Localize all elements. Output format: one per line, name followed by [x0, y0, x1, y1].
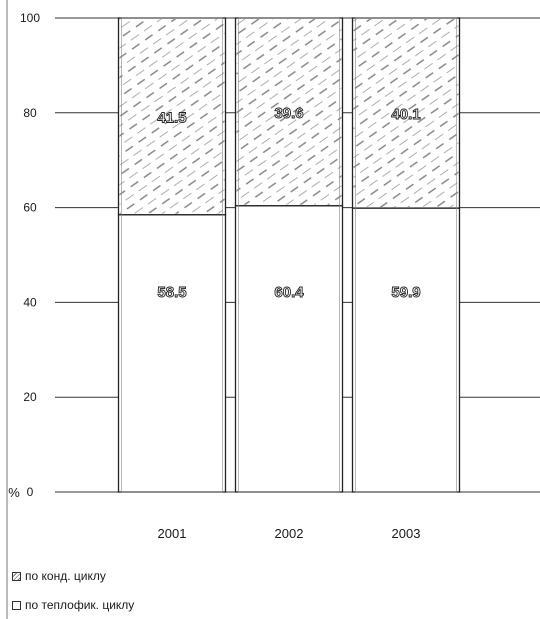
bar-2002-inner-border	[238, 17, 340, 493]
y-tick-label-20: 20	[23, 390, 37, 404]
bar-2003-kond-hatch	[353, 19, 459, 208]
y-tick-label-80: 80	[23, 106, 37, 120]
value-label-bottom-2002: 60.4	[274, 284, 304, 301]
value-label-top-2001: 41.5	[157, 109, 186, 126]
bar-2001-kond-hatch	[119, 19, 225, 214]
y-tick-label-0: 0	[27, 485, 34, 499]
labels: 0 20 40 60 80 100% 41.5 58.5 2001 39.6 60.4 2002 40.…	[8, 11, 421, 541]
bars	[117, 17, 461, 493]
y-tick-label-40: 40	[23, 295, 37, 309]
x-tick-label-2001: 2001	[158, 526, 187, 541]
bar-2001-inner-border	[121, 17, 223, 493]
bar-2003-teplofik	[351, 207, 461, 493]
legend-swatch-hatched	[12, 571, 21, 581]
x-tick-label-2003: 2003	[392, 526, 421, 541]
bar-2001-teplofik	[117, 214, 227, 493]
legend-swatch-plain	[12, 600, 21, 610]
value-label-top-2002: 39.6	[274, 105, 303, 122]
y-tick-label-60: 60	[23, 201, 37, 215]
y-axis-unit-label: %	[8, 485, 20, 500]
value-label-bottom-2001: 58.5	[157, 284, 186, 301]
bar-2002-teplofik	[234, 205, 344, 493]
legend-label-heat: по теплофик. циклу	[25, 598, 135, 612]
bar-2002-kond-hatch	[236, 19, 342, 205]
bar-2003-inner-border	[355, 17, 457, 493]
legend-item-cond: по конд. циклу	[12, 569, 106, 583]
value-label-bottom-2003: 59.9	[391, 284, 420, 301]
y-tick-label-100: 100	[20, 11, 40, 25]
legend-item-heat: по теплофик. циклу	[12, 598, 134, 612]
legend-label-cond: по конд. циклу	[25, 569, 106, 583]
x-tick-label-2002: 2002	[275, 526, 304, 541]
value-label-top-2003: 40.1	[391, 106, 420, 123]
